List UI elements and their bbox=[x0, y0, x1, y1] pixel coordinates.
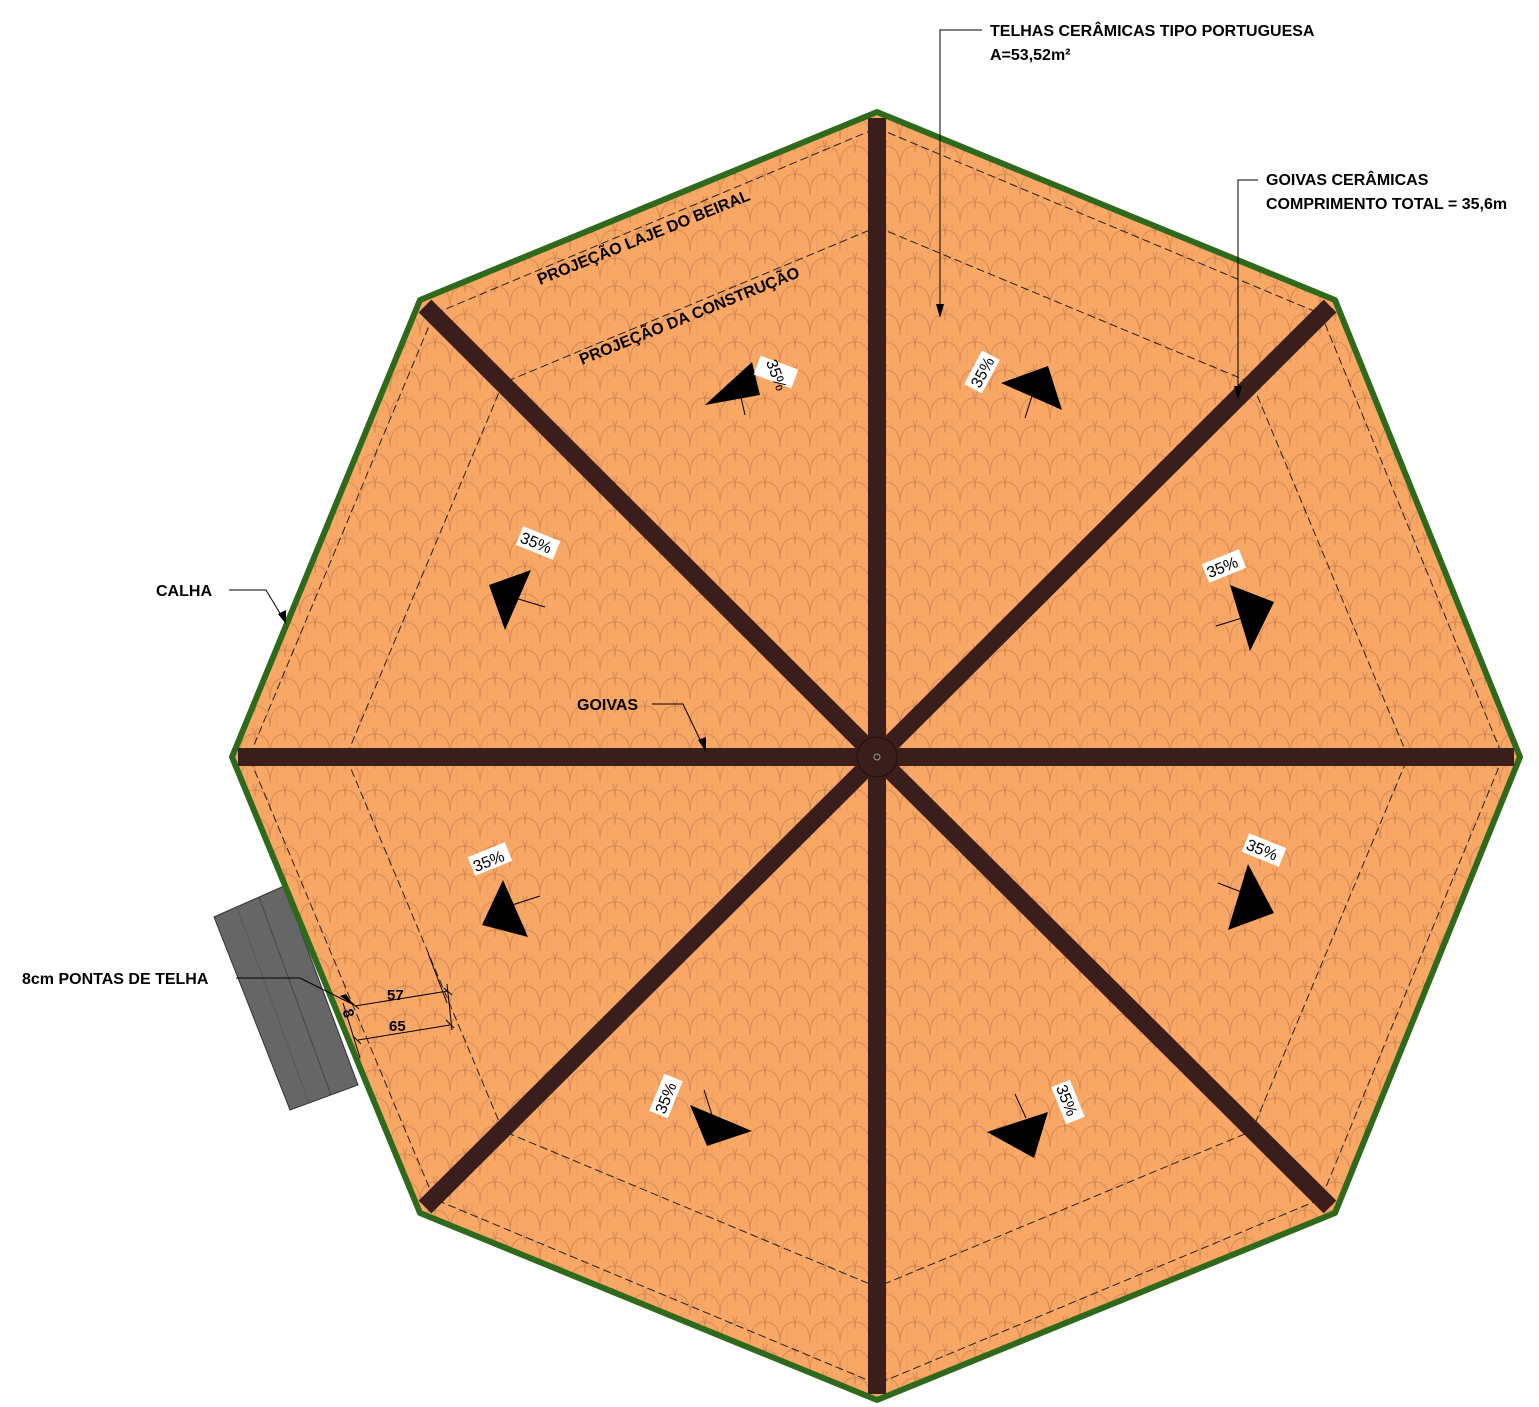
slope-arrow-e bbox=[1230, 585, 1274, 651]
slope-n: 35% bbox=[705, 355, 799, 416]
leader-pontas bbox=[236, 977, 354, 1006]
dim-65: 65 bbox=[389, 1018, 406, 1035]
slope-arrow-se bbox=[1228, 864, 1274, 930]
goiva-ne bbox=[870, 299, 1337, 764]
calha-label: CALHA bbox=[156, 583, 212, 600]
slope-arrow-ne bbox=[1001, 366, 1062, 410]
telhas-label: TELHAS CERÂMICAS TIPO PORTUGUESA bbox=[990, 21, 1315, 40]
dimension-lines bbox=[342, 952, 455, 1059]
leader-goivas-ceramicas bbox=[1234, 179, 1258, 400]
slope-arrow-sw bbox=[690, 1105, 752, 1146]
pontas-label: 8cm PONTAS DE TELHA bbox=[22, 971, 209, 988]
goivas-group bbox=[238, 118, 1514, 1394]
ridge-center bbox=[856, 736, 898, 778]
slope-arrow-s bbox=[987, 1112, 1048, 1158]
slope-sw: 35% bbox=[649, 1073, 752, 1146]
slope-se: 35% bbox=[1217, 833, 1287, 930]
slope-arrow-n bbox=[705, 362, 760, 405]
telhas-area-label: A=53,52m² bbox=[990, 47, 1071, 64]
goivas-comprimento-label: COMPRIMENTO TOTAL = 35,6m bbox=[1266, 196, 1507, 213]
slope-arrow-nw bbox=[489, 570, 531, 630]
ridge-center-mark bbox=[873, 753, 881, 761]
goiva-se bbox=[870, 750, 1337, 1214]
projecao-laje-line bbox=[248, 127, 1504, 1385]
leader-goivas bbox=[652, 703, 706, 752]
goivas-label: GOIVAS bbox=[577, 697, 638, 714]
leader-telhas bbox=[936, 29, 982, 318]
extension-seam bbox=[236, 906, 310, 1104]
goivas-ceramicas-label: GOIVAS CERÂMICAS bbox=[1266, 170, 1429, 189]
goiva-nw bbox=[418, 299, 884, 764]
leader-calha bbox=[229, 589, 286, 624]
goiva-sw bbox=[418, 750, 884, 1214]
slope-arrow-w bbox=[482, 880, 528, 937]
dim-57: 57 bbox=[387, 987, 404, 1004]
extension-seam bbox=[258, 896, 332, 1096]
